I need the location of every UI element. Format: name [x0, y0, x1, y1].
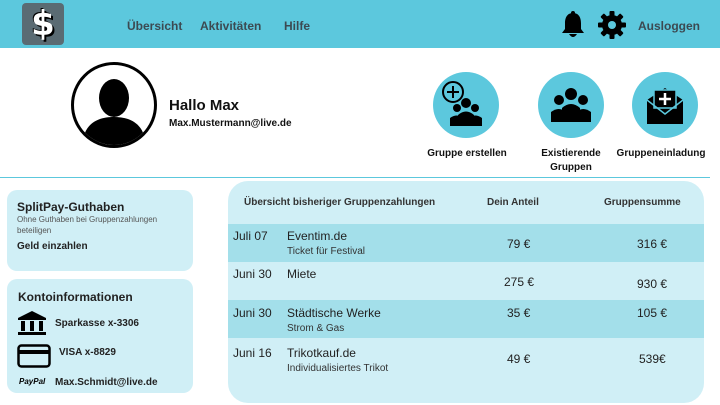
balance-card: SplitPay-Guthaben Ohne Guthaben bei Grup… [7, 190, 193, 271]
column-header-total: Gruppensumme [604, 197, 681, 208]
account-title: Kontoinformationen [18, 290, 133, 304]
payment-detail: Individualisiertes Trikot [287, 363, 389, 374]
nav-activities[interactable]: Aktivitäten [200, 19, 262, 33]
deposit-money-link[interactable]: Geld einzahlen [17, 241, 88, 252]
payment-detail: Ticket für Festival [287, 246, 365, 257]
payment-date: Juli 07 [233, 229, 268, 243]
payment-share: 35 € [507, 306, 531, 320]
create-group-button[interactable] [433, 72, 499, 138]
logout-link[interactable]: Ausloggen [638, 19, 700, 33]
user-email: Max.Mustermann@live.de [169, 118, 292, 129]
column-header-overview: Übersicht bisheriger Gruppenzahlungen [244, 197, 436, 208]
top-bar: $ Übersicht Aktivitäten Hilfe Ausloggen [0, 0, 720, 48]
user-silhouette-icon [82, 79, 146, 145]
dollar-logo-icon: $ [31, 4, 55, 44]
payment-date: Juni 30 [233, 306, 272, 320]
payment-share: 49 € [507, 352, 531, 366]
credit-card-icon [17, 344, 51, 368]
existing-groups-label-line2: Gruppen [550, 162, 592, 173]
payment-name: Miete [287, 267, 317, 281]
app-logo[interactable]: $ [22, 3, 64, 45]
nav-help[interactable]: Hilfe [284, 19, 311, 33]
payment-name: Trikotkauf.de [287, 346, 356, 360]
payment-share: 79 € [507, 237, 531, 251]
group-invitation-button[interactable] [632, 72, 698, 138]
existing-groups-button[interactable] [538, 72, 604, 138]
balance-title: SplitPay-Guthaben [17, 200, 125, 214]
existing-groups-label-line1: Existierende [541, 148, 601, 159]
payment-date: Juni 16 [233, 346, 272, 360]
bank-account[interactable]: Sparkasse x-3306 [55, 318, 139, 329]
payment-total: 316 € [637, 237, 668, 251]
column-header-share: Dein Anteil [487, 197, 539, 208]
payments-table: Übersicht bisheriger Gruppenzahlungen De… [228, 181, 704, 403]
payment-share: 275 € [504, 275, 535, 289]
payment-total: 539€ [639, 352, 666, 366]
group-invitation-label: Gruppeneinladung [616, 148, 706, 159]
payment-name: Eventim.de [287, 229, 348, 243]
payment-total: 930 € [637, 277, 668, 291]
credit-card-account[interactable]: VISA x-8829 [59, 347, 116, 358]
bell-icon[interactable] [558, 10, 588, 40]
create-group-label: Gruppe erstellen [427, 148, 507, 159]
paypal-logo-icon: PayPal [19, 377, 46, 386]
invitation-envelope-icon [646, 88, 684, 124]
greeting: Hallo Max [169, 97, 240, 114]
group-icon [551, 88, 591, 122]
payment-date: Juni 30 [233, 267, 272, 281]
paypal-account[interactable]: Max.Schmidt@live.de [55, 377, 158, 388]
table-row[interactable]: Juli 07 Eventim.de Ticket für Festival 7… [228, 224, 704, 262]
avatar[interactable] [71, 62, 157, 148]
existing-groups-label: Existierende Gruppen [527, 147, 615, 175]
section-divider [0, 177, 710, 178]
account-card: Kontoinformationen Sparkasse x-3306 VISA… [7, 279, 193, 393]
table-row[interactable]: Juni 16 Trikotkauf.de Individualisiertes… [228, 338, 704, 376]
gear-icon[interactable] [597, 10, 627, 40]
balance-note: Ohne Guthaben bei Gruppenzahlungen betei… [17, 215, 158, 235]
payment-name: Städtische Werke [287, 306, 381, 320]
table-row[interactable]: Juni 30 Miete 275 € 930 € [228, 262, 704, 300]
payment-total: 105 € [637, 306, 668, 320]
payment-detail: Strom & Gas [287, 323, 345, 334]
bank-icon [18, 311, 46, 335]
table-row[interactable]: Juni 30 Städtische Werke Strom & Gas 35 … [228, 300, 704, 338]
nav-overview[interactable]: Übersicht [127, 19, 183, 33]
add-group-icon [442, 81, 482, 126]
